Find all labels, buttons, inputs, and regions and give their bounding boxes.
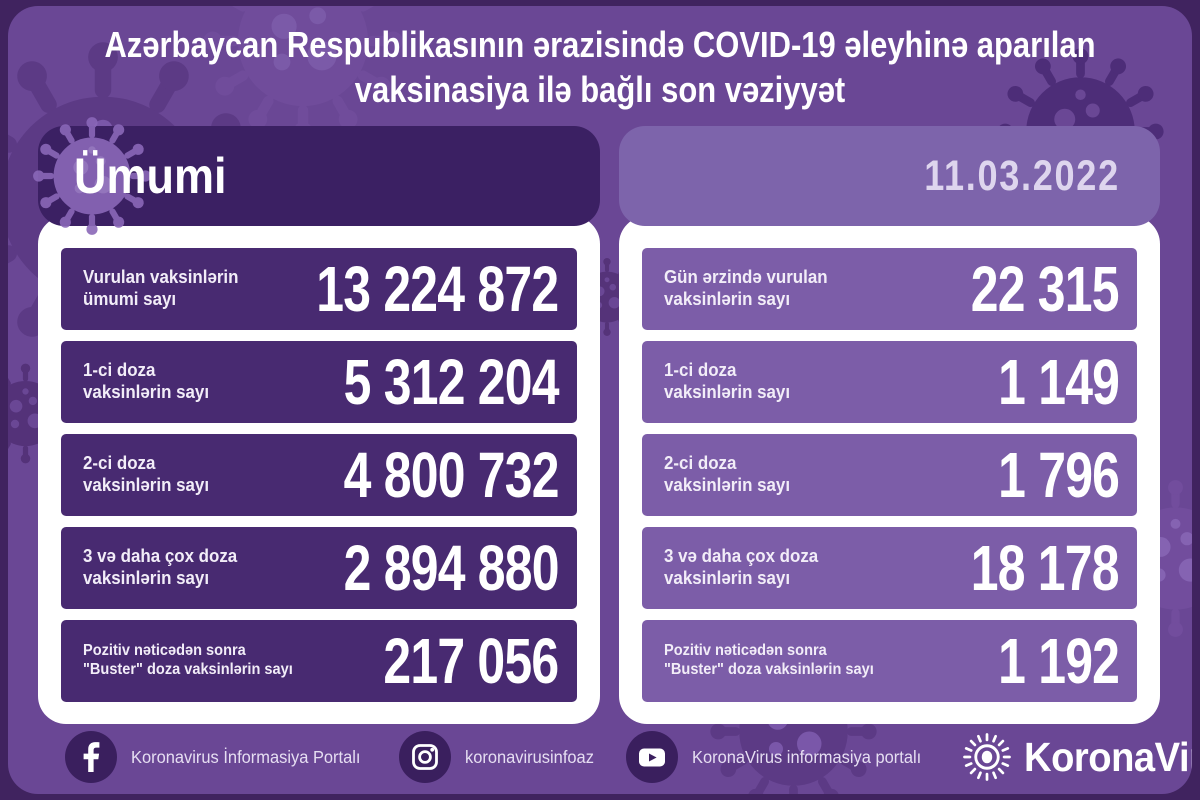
- instagram-icon: [399, 731, 452, 783]
- stat-label: Pozitiv nəticədən sonra "Buster" doza vak…: [663, 642, 874, 678]
- stat-value: 1 149: [997, 346, 1120, 418]
- stat-row-total-dose2: 2-ci doza vaksinlərin sayı 4 800 732: [61, 434, 577, 516]
- stat-value: 1 796: [997, 439, 1120, 511]
- stat-row-total-dose1: 1-ci doza vaksinlərin sayı 5 312 204: [61, 341, 577, 423]
- virus-logo-icon: [963, 733, 1011, 781]
- title-line2: vaksinasiya ilə bağlı son vəziyyət: [354, 69, 846, 110]
- stat-value: 5 312 204: [343, 346, 560, 418]
- stats-columns: Ümumi Vurulan vaksinlərin ümumi sayı 13 2…: [38, 126, 1160, 724]
- stat-label: Gün ərzində vurulan vaksinlərin sayı: [663, 267, 828, 309]
- panel-header-total: Ümumi: [38, 126, 600, 226]
- stat-value: 2 894 880: [343, 532, 560, 604]
- stat-row-daily-booster: Pozitiv nəticədən sonra "Buster" doza vak…: [641, 620, 1137, 702]
- instagram-link[interactable]: koronavirusinfoaz: [399, 731, 602, 783]
- facebook-icon: [65, 731, 117, 783]
- instagram-label: koronavirusinfoaz: [465, 746, 595, 767]
- panel-total-column: Ümumi Vurulan vaksinlərin ümumi sayı 13 2…: [38, 126, 600, 724]
- stat-label: Vurulan vaksinlərin ümumi sayı: [83, 267, 239, 309]
- stat-row-daily-dose3plus: 3 və daha çox doza vaksinlərin sayı 18 17…: [641, 527, 1137, 609]
- stat-value: 217 056: [383, 625, 560, 697]
- stat-label: 2-ci doza vaksinlərin sayı: [83, 453, 210, 495]
- panel-daily-column: 11.03.2022 Gün ərzində vurulan vaksinləri…: [618, 126, 1160, 724]
- koronavirus-logo: KoronaVirus info: [960, 730, 1192, 784]
- stat-label: Pozitiv nəticədən sonra "Buster" doza vak…: [83, 642, 293, 678]
- panel-total: Vurulan vaksinlərin ümumi sayı 13 224 872…: [38, 216, 600, 724]
- stat-row-total-booster: Pozitiv nəticədən sonra "Buster" doza vak…: [61, 620, 577, 702]
- youtube-icon: [626, 731, 679, 783]
- stat-row-daily-all: Gün ərzində vurulan vaksinlərin sayı 22 3…: [641, 248, 1137, 330]
- page-title: Azərbaycan Respublikasının ərazisində CO…: [91, 6, 1109, 112]
- footer: Koronavirus İnformasiya Portalı koronavi…: [65, 728, 1192, 786]
- stat-label: 2-ci doza vaksinlərin sayı: [663, 453, 790, 495]
- stat-row-daily-dose2: 2-ci doza vaksinlərin sayı 1 796: [641, 434, 1137, 516]
- stat-value: 4 800 732: [343, 439, 560, 511]
- stat-row-total-dose3plus: 3 və daha çox doza vaksinlərin sayı 2 894…: [61, 527, 577, 609]
- stat-value: 22 315: [970, 253, 1120, 325]
- youtube-link[interactable]: KoronaVirus informasiya portalı: [626, 731, 936, 783]
- panel-header-date: 11.03.2022: [618, 126, 1160, 226]
- stat-label: 1-ci doza vaksinlərin sayı: [663, 360, 790, 402]
- stat-value: 1 192: [997, 625, 1120, 697]
- stat-value: 13 224 872: [316, 253, 560, 325]
- stat-label: 3 və daha çox doza vaksinlərin sayı: [83, 546, 238, 588]
- stat-label: 3 və daha çox doza vaksinlərin sayı: [663, 546, 818, 588]
- facebook-link[interactable]: Koronavirus İnformasiya Portalı: [65, 731, 375, 783]
- brand-name: KoronaVirus: [1024, 733, 1192, 780]
- panel-daily: Gün ərzində vurulan vaksinlərin sayı 22 3…: [618, 216, 1160, 724]
- title-line1: Azərbaycan Respublikasının ərazisində CO…: [104, 24, 1096, 65]
- background: Azərbaycan Respublikasının ərazisində CO…: [8, 6, 1192, 794]
- youtube-label: KoronaVirus informasiya portalı: [692, 746, 922, 767]
- stat-row-total-all: Vurulan vaksinlərin ümumi sayı 13 224 872: [61, 248, 577, 330]
- panel-title-total: Ümumi: [74, 148, 227, 204]
- stat-value: 18 178: [970, 532, 1120, 604]
- stat-label: 1-ci doza vaksinlərin sayı: [83, 360, 210, 402]
- facebook-label: Koronavirus İnformasiya Portalı: [131, 746, 361, 767]
- stat-row-daily-dose1: 1-ci doza vaksinlərin sayı 1 149: [641, 341, 1137, 423]
- panel-title-date: 11.03.2022: [924, 151, 1120, 200]
